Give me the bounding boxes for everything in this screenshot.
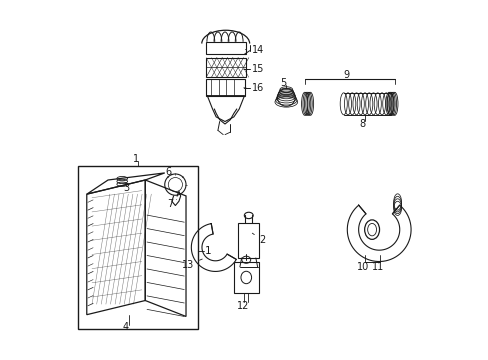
Text: 14: 14 bbox=[245, 45, 264, 55]
Text: 5: 5 bbox=[280, 78, 286, 88]
Bar bbox=[238, 222, 259, 258]
Text: 8: 8 bbox=[358, 120, 365, 129]
Bar bbox=[206, 78, 244, 96]
Bar bbox=[205, 42, 246, 54]
Text: 9: 9 bbox=[343, 70, 348, 80]
Text: 15: 15 bbox=[244, 64, 264, 75]
Bar bbox=[233, 261, 258, 293]
Text: 16: 16 bbox=[244, 83, 264, 93]
Text: 6: 6 bbox=[165, 167, 172, 177]
Bar bbox=[205, 58, 246, 77]
Text: 3: 3 bbox=[120, 183, 129, 193]
Text: 4: 4 bbox=[122, 322, 128, 332]
Text: 10: 10 bbox=[356, 262, 368, 272]
Text: 7: 7 bbox=[167, 199, 176, 209]
Text: 11: 11 bbox=[371, 262, 383, 272]
Text: 12: 12 bbox=[237, 301, 249, 311]
Text: 1: 1 bbox=[133, 154, 139, 164]
Text: 1: 1 bbox=[204, 246, 211, 256]
Bar bbox=[78, 166, 198, 329]
Text: 2: 2 bbox=[252, 233, 265, 245]
Text: 13: 13 bbox=[182, 259, 202, 270]
